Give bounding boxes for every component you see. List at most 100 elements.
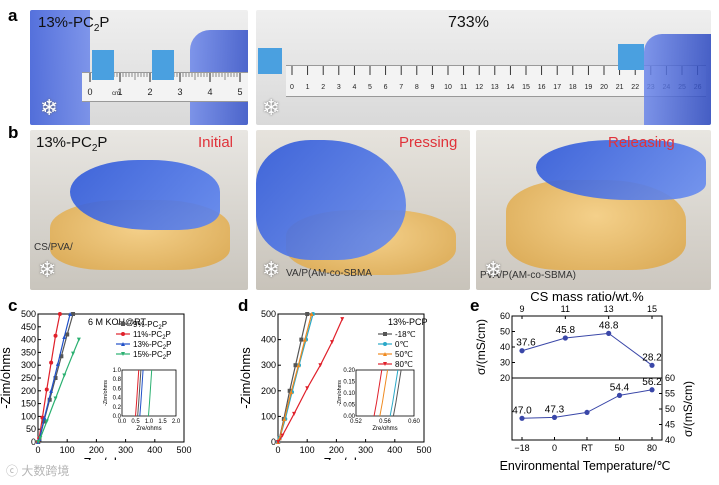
inset-y-tick-label: 1.0 xyxy=(113,368,122,374)
snowflake-icon: ❄ xyxy=(40,96,59,121)
ruler-tick-label: 11 xyxy=(460,84,467,91)
inset-series-line xyxy=(147,369,153,417)
x-tick-label: 400 xyxy=(147,445,162,455)
paper-text-initial: CS/PVA/ xyxy=(34,242,73,253)
bottom-y-tick-label: 40 xyxy=(665,435,675,445)
top-data-label: 37.6 xyxy=(516,338,536,349)
x-tick-label: 0 xyxy=(35,445,40,455)
y-tick-label: 200 xyxy=(261,386,276,396)
inset-y-tick-label: 0.10 xyxy=(343,391,355,397)
data-point xyxy=(318,363,323,368)
top-series-line xyxy=(521,332,653,366)
y-tick-label: 0 xyxy=(31,437,36,447)
y-tick-label: 400 xyxy=(21,335,36,345)
ruler-tick-label: 8 xyxy=(415,84,419,91)
data-point xyxy=(36,440,41,444)
y-tick-label: 500 xyxy=(261,309,276,319)
top-y-tick-label: 50 xyxy=(500,327,510,337)
data-point xyxy=(53,396,58,401)
ruler-tick-label: 1 xyxy=(117,87,122,97)
glove-left xyxy=(30,10,90,125)
y-tick-label: 50 xyxy=(26,424,36,434)
legend-marker xyxy=(121,322,125,326)
sample-label-a: 13%-PC2P xyxy=(38,14,110,34)
x-tick-label: 300 xyxy=(118,445,133,455)
watermark: ⓒ 大数跨境 xyxy=(6,464,70,478)
top-y-tick-label: 30 xyxy=(500,358,510,368)
y-tick-label: 350 xyxy=(21,347,36,357)
data-point xyxy=(44,419,49,424)
y-tick-label: 100 xyxy=(21,411,36,421)
clip-left-b xyxy=(258,48,282,74)
legend-marker xyxy=(383,342,387,346)
ruler-tick-label: 18 xyxy=(569,84,577,91)
data-point xyxy=(71,351,76,356)
legend-label: 15%-PC2P xyxy=(133,350,171,361)
top-x-tick-label: 9 xyxy=(519,304,524,314)
inset-series-line xyxy=(137,369,142,417)
legend-label: 0℃ xyxy=(395,340,408,349)
series-line xyxy=(37,313,71,443)
ruler-tick-label: 12 xyxy=(475,84,483,91)
bottom-x-axis-label: Environmental Temperature/℃ xyxy=(500,459,671,473)
ruler-unit: cm xyxy=(112,91,120,97)
ruler-tick-label: 1 xyxy=(306,84,310,91)
panel-letter-c: c xyxy=(8,296,18,315)
top-data-point xyxy=(519,348,525,354)
bottom-x-tick-label: RT xyxy=(581,443,593,453)
inset-y-tick-label: 0.6 xyxy=(113,386,122,392)
x-tick-label: 400 xyxy=(387,445,402,455)
legend-label: 11%-PC2P xyxy=(133,330,171,341)
panel-letter-e: e xyxy=(470,296,480,315)
ruler-tick-label: 3 xyxy=(337,84,341,91)
y-axis-label: -Zim/ohms xyxy=(238,347,253,409)
data-point xyxy=(299,337,304,342)
legend-marker xyxy=(121,352,125,356)
ruler-tick-label: 16 xyxy=(538,84,546,91)
top-x-tick-label: 11 xyxy=(561,304,570,314)
legend-label: 13%-PC2P xyxy=(133,340,171,351)
x-tick-label: 500 xyxy=(176,445,191,455)
data-point xyxy=(65,332,70,337)
inset-x-label: Zre/ohms xyxy=(372,426,397,432)
ruler-tick-label: 15 xyxy=(522,84,530,91)
y-tick-label: 300 xyxy=(21,360,36,370)
state-label-releasing: Releasing xyxy=(608,134,675,151)
ruler-tick-label: 3 xyxy=(177,87,182,97)
inset-series-line xyxy=(135,369,140,417)
ruler-tick-label: 14 xyxy=(507,84,515,91)
y-tick-label: 450 xyxy=(21,322,36,332)
inset-series-line xyxy=(389,369,399,417)
inset-series-line xyxy=(379,369,389,417)
inset-y-tick-label: 0.05 xyxy=(343,403,355,409)
ruler-tick-label: 5 xyxy=(237,87,242,97)
bottom-data-point xyxy=(616,392,623,398)
x-tick-label: 500 xyxy=(416,445,431,455)
glove-finger-initial xyxy=(70,160,220,230)
data-point xyxy=(280,433,285,438)
bottom-data-label: 54.4 xyxy=(610,382,630,393)
data-point xyxy=(49,388,54,393)
legend-label: -18℃ xyxy=(395,330,416,339)
ruler-tick-label: 19 xyxy=(585,84,593,91)
series-line xyxy=(277,318,343,443)
ruler-tick-label: 13 xyxy=(491,84,499,91)
data-point xyxy=(76,337,81,342)
y-tick-label: 400 xyxy=(261,335,276,345)
data-point xyxy=(309,312,314,316)
x-tick-label: 300 xyxy=(358,445,373,455)
top-y-tick-label: 60 xyxy=(500,311,510,321)
series-line xyxy=(277,313,308,443)
inset-series-line xyxy=(392,369,402,417)
ruler-tick-label: 20 xyxy=(600,84,608,91)
data-point xyxy=(305,312,310,316)
bottom-y-tick-label: 45 xyxy=(665,420,675,430)
top-x-tick-label: 15 xyxy=(647,304,657,314)
ruler-tick-label: 2 xyxy=(147,87,152,97)
ruler-right-ticks: 0123456789101112131415161718192021222324… xyxy=(290,66,702,91)
clip-right-b xyxy=(618,44,644,70)
x-tick-label: 100 xyxy=(60,445,75,455)
y-tick-label: 150 xyxy=(21,399,36,409)
bottom-data-label: 47.0 xyxy=(512,405,532,416)
inset-y-tick-label: 0.4 xyxy=(113,396,122,402)
